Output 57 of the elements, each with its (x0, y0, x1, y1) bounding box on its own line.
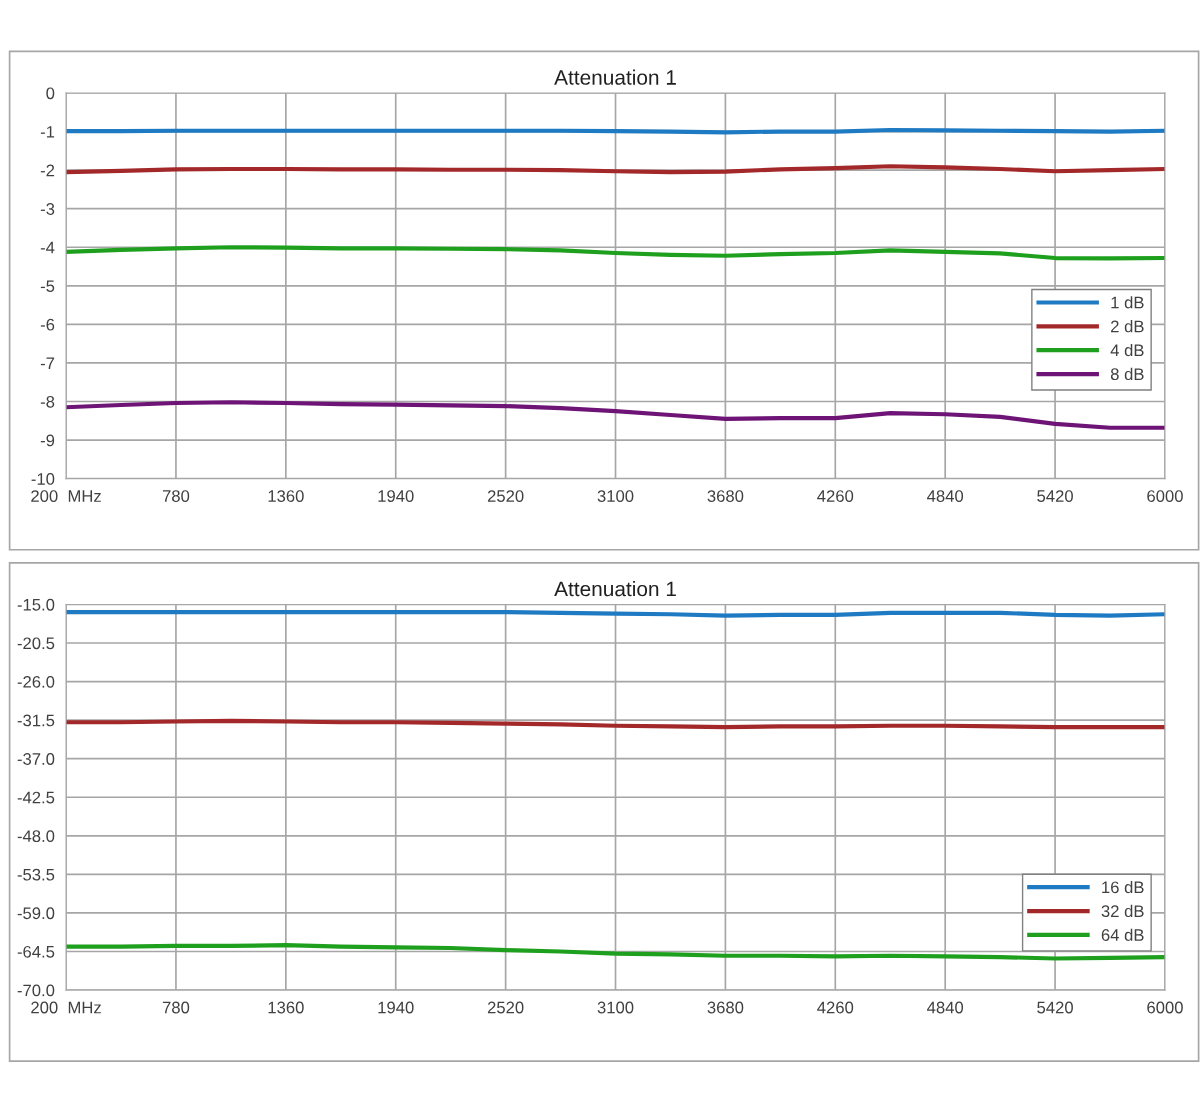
y-tick-label: -31.5 (17, 714, 55, 727)
line-series (66, 400, 1165, 430)
y-tick-label: -42.5 (17, 791, 55, 804)
x-tick-label: 1360 (268, 1001, 304, 1014)
x-tick-label: 4260 (817, 490, 854, 502)
y-tick-label: 0 (46, 87, 55, 100)
y-tick-label: -70.0 (17, 984, 55, 997)
y-tick-label: -1 (40, 126, 55, 138)
chart-title: Attenuation 1 (554, 581, 676, 597)
legend-label: 8 dB (1110, 367, 1144, 381)
legend-label: 1 dB (1111, 296, 1144, 309)
y-tick-label: -26.0 (17, 675, 55, 688)
x-tick-label: 1360 (268, 490, 304, 502)
x-tick-label: 3100 (597, 1001, 634, 1014)
line-series (66, 718, 1165, 730)
x-tick-label: 780 (162, 1001, 190, 1014)
legend-label: 2 dB (1111, 320, 1144, 333)
x-tick-label: 4840 (927, 1001, 964, 1014)
y-tick-label: -10 (31, 473, 55, 485)
legend-label: 16 dB (1102, 880, 1144, 894)
x-tick-label: 3680 (707, 490, 744, 502)
legend-label: 64 dB (1101, 928, 1144, 941)
x-tick-label: 1940 (378, 1001, 414, 1014)
y-tick-label: -48.0 (17, 830, 55, 843)
x-tick-label: 6000 (1147, 490, 1183, 502)
legend-label: 4 dB (1110, 343, 1144, 357)
x-tick-label: 6000 (1147, 1001, 1183, 1014)
legend-label: 32 dB (1101, 904, 1144, 918)
y-tick-label: -64.5 (17, 945, 55, 958)
y-tick-label: -53.5 (17, 868, 55, 881)
y-tick-label: -5 (40, 280, 55, 293)
y-tick-label: -15.0 (17, 598, 55, 611)
y-tick-label: -9 (40, 434, 55, 447)
line-series (66, 245, 1165, 261)
x-tick-label: 4840 (927, 490, 964, 502)
x-tick-label: 780 (162, 490, 190, 502)
y-tick-label: -8 (40, 395, 55, 408)
y-tick-label: -4 (40, 241, 55, 254)
chart-title: Attenuation 1 (554, 69, 676, 85)
y-tick-label: -37.0 (17, 753, 55, 765)
x-tick-label: 5420 (1037, 1001, 1073, 1014)
y-tick-label: -3 (40, 203, 55, 215)
x-tick-label: 2520 (487, 1001, 524, 1014)
x-tick-label: 3680 (707, 1001, 744, 1014)
x-tick-label: 5420 (1037, 490, 1073, 502)
x-tick-label: 3100 (597, 490, 634, 502)
x-tick-label: 1940 (378, 490, 414, 502)
x-tick-label: 2520 (487, 490, 524, 502)
line-series (66, 943, 1165, 961)
y-tick-label: -7 (40, 357, 55, 369)
y-tick-label: -6 (40, 318, 55, 331)
y-tick-label: -59.0 (17, 907, 55, 920)
x-tick-label: 4260 (817, 1001, 854, 1014)
x-tick-label: 200 MHz (31, 1001, 101, 1014)
y-tick-label: -20.5 (17, 637, 55, 650)
x-tick-label: 200 MHz (31, 490, 101, 502)
y-tick-label: -2 (40, 164, 55, 177)
